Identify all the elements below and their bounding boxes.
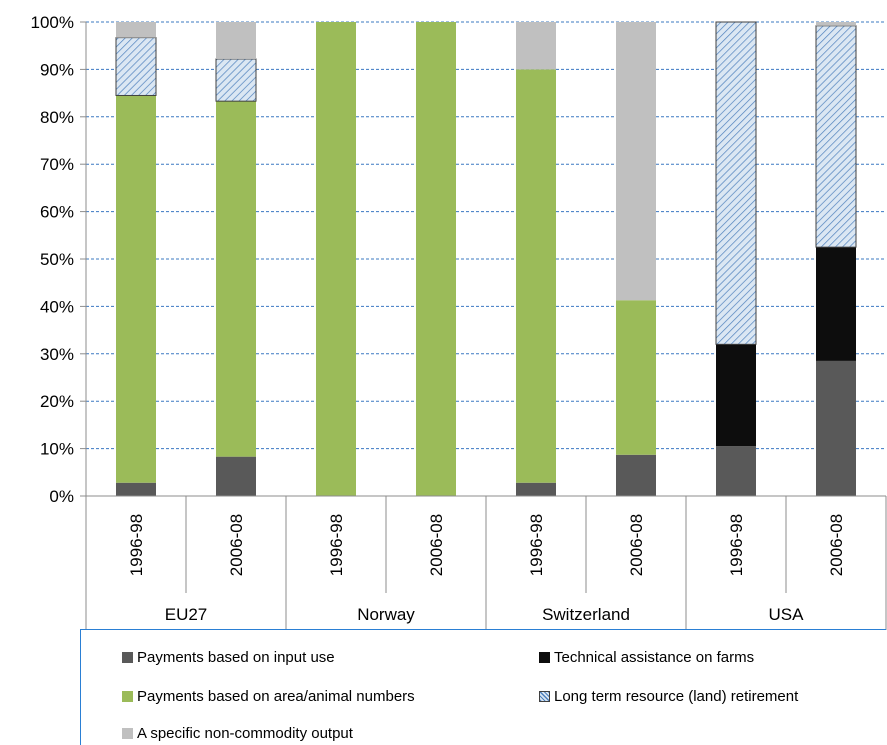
- bar-segment: [616, 454, 656, 496]
- legend-swatch: [539, 691, 550, 702]
- x-category-label: 1996-98: [327, 514, 346, 576]
- bar-segment: [616, 300, 656, 455]
- gridlines: [86, 21, 886, 450]
- x-group-label: Norway: [357, 605, 415, 624]
- bar-segment: [316, 22, 356, 496]
- legend-label: Technical assistance on farms: [554, 649, 755, 666]
- y-tick-label: 50%: [40, 250, 74, 269]
- y-tick-label: 60%: [40, 203, 74, 222]
- legend-label: Long term resource (land) retirement: [554, 688, 799, 705]
- bar-segment: [116, 95, 156, 483]
- bar-segment: [416, 22, 456, 496]
- legend-item: Payments based on input use: [122, 649, 335, 666]
- legend-label: Payments based on area/animal numbers: [137, 688, 415, 705]
- x-group-label: USA: [769, 605, 805, 624]
- bar-segment: [215, 58, 257, 102]
- bar-segment: [216, 456, 256, 496]
- bar-segment: [216, 22, 256, 59]
- legend: Payments based on input use Technical ass…: [80, 629, 886, 745]
- legend-swatch: [122, 652, 133, 663]
- y-tick-label: 80%: [40, 108, 74, 127]
- x-category-label: 1996-98: [527, 514, 546, 576]
- y-tick-label: 40%: [40, 297, 74, 316]
- x-category-label: 1996-98: [727, 514, 746, 576]
- bar-segment: [815, 25, 857, 248]
- y-tick-label: 30%: [40, 345, 74, 364]
- bar-segment: [816, 247, 856, 361]
- bar-segment: [816, 360, 856, 496]
- x-category-label: 2006-08: [227, 514, 246, 576]
- x-category-label: 1996-98: [127, 514, 146, 576]
- bar-segment: [516, 482, 556, 496]
- y-tick-label: 70%: [40, 155, 74, 174]
- x-group-labels: EU27 Norway Switzerland USA: [165, 605, 804, 624]
- x-category-labels: 1996-98 2006-08 1996-98 2006-08 1996-98 2006-…: [127, 514, 846, 576]
- legend-item: A specific non-commodity output: [122, 725, 353, 742]
- y-tick-labels: 0% 10% 20% 30% 40% 50% 60% 70% 80% 90% 100%: [31, 13, 74, 506]
- bar-segment: [115, 37, 157, 96]
- legend-swatch: [122, 728, 133, 739]
- legend-item: Long term resource (land) retirement: [539, 688, 798, 705]
- bar-segment: [816, 22, 856, 26]
- bar-segment: [116, 22, 156, 38]
- y-tick-label: 100%: [31, 13, 74, 32]
- bar-segment: [715, 21, 757, 345]
- axes: [80, 21, 887, 630]
- y-tick-label: 0%: [49, 487, 74, 506]
- x-category-label: 2006-08: [427, 514, 446, 576]
- x-group-label: Switzerland: [542, 605, 630, 624]
- bar-segment: [616, 22, 656, 301]
- bars: [115, 21, 857, 496]
- y-tick-label: 90%: [40, 60, 74, 79]
- legend-label: Payments based on input use: [137, 649, 335, 666]
- x-group-label: EU27: [165, 605, 208, 624]
- x-category-label: 2006-08: [627, 514, 646, 576]
- y-tick-label: 20%: [40, 392, 74, 411]
- x-category-label: 2006-08: [827, 514, 846, 576]
- bar-segment: [516, 69, 556, 483]
- bar-segment: [216, 101, 256, 457]
- legend-item: Technical assistance on farms: [539, 649, 754, 666]
- bar-segment: [716, 344, 756, 447]
- legend-item: Payments based on area/animal numbers: [122, 688, 415, 705]
- bar-segment: [116, 482, 156, 496]
- legend-label: A specific non-commodity output: [137, 725, 353, 742]
- bar-segment: [516, 22, 556, 70]
- y-tick-label: 10%: [40, 440, 74, 459]
- bar-segment: [716, 446, 756, 496]
- legend-swatch: [122, 691, 133, 702]
- legend-swatch: [539, 652, 550, 663]
